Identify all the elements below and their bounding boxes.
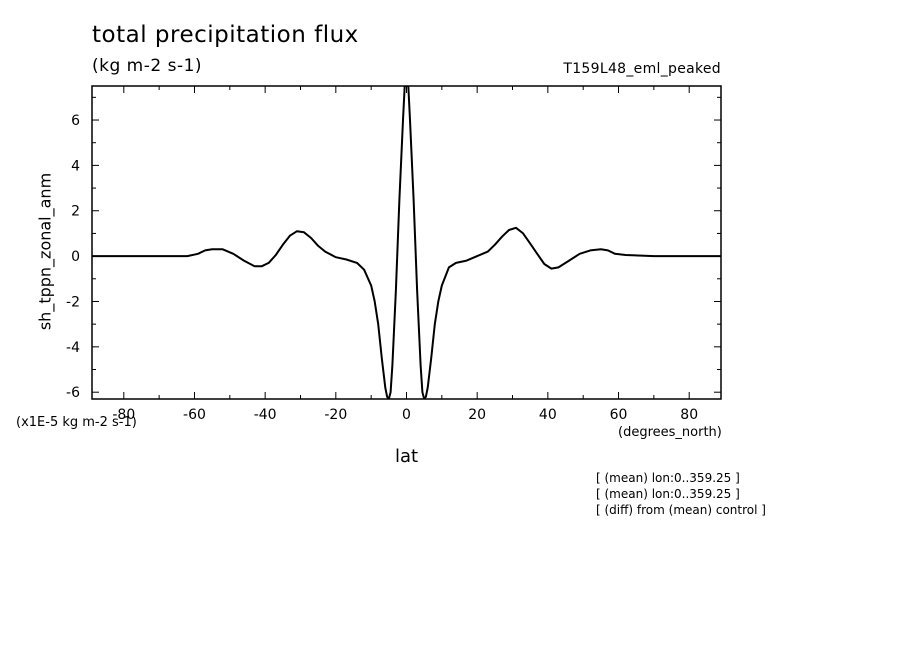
averaging-notes: [ (mean) lon:0..359.25 ] [ (mean) lon:0.… [596,470,766,518]
x-tick-label: 80 [680,407,698,423]
y-tick-label: 6 [71,113,80,129]
y-tick-label: 0 [71,249,80,265]
x-tick-label: 0 [402,407,411,423]
x-tick-label: 40 [539,407,557,423]
x-tick-label: -60 [183,407,206,423]
y-tick-label: 4 [71,158,80,174]
chart-subtitle-units: (kg m-2 s-1) [92,56,203,76]
series-line [92,86,721,399]
y-tick-label: -4 [66,340,80,356]
x-tick-label: -20 [324,407,347,423]
note-line: [ (diff) from (mean) control ] [596,503,766,517]
y-tick-label: 2 [71,204,80,220]
x-tick-label: 20 [468,407,486,423]
plot-frame [91,85,722,400]
series-lines [92,86,721,399]
note-line: [ (mean) lon:0..359.25 ] [596,487,740,501]
y-tick-label: -6 [66,385,80,401]
x-tick-label: 60 [610,407,628,423]
y-scale-note: (x1E-5 kg m-2 s-1) [16,415,137,430]
run-label: T159L48_eml_peaked [563,61,721,77]
x-axis-label: lat [395,446,419,467]
x-tick-label: -80 [112,407,135,423]
x-tick-label: -40 [254,407,277,423]
chart-title: total precipitation flux [92,22,359,48]
y-tick-label: -2 [66,294,80,310]
x-axis-units: (degrees_north) [618,425,722,440]
note-line: [ (mean) lon:0..359.25 ] [596,471,740,485]
